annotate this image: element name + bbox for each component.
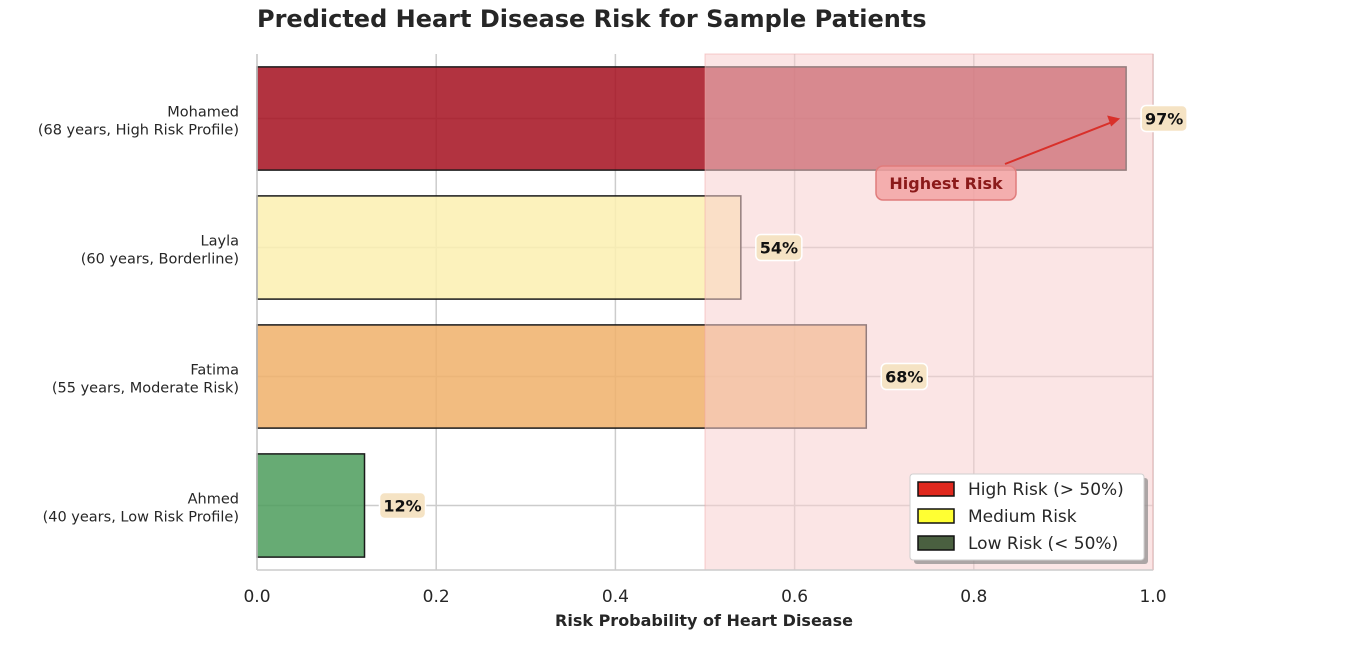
legend-frame	[909, 473, 1145, 561]
category-label-name: Mohamed	[167, 105, 239, 121]
data-label-box	[880, 362, 929, 391]
x-tick-label: 0.2	[423, 587, 450, 607]
data-label-box	[755, 233, 803, 262]
category-label-detail: (40 years, Low Risk Profile)	[43, 510, 239, 526]
category-label-detail: (68 years, High Risk Profile)	[38, 123, 239, 139]
legend-swatch	[917, 535, 955, 551]
x-tick-label: 0.6	[781, 587, 808, 607]
chart-title: Predicted Heart Disease Risk for Sample …	[257, 5, 927, 33]
legend: High Risk (> 50%) Medium Risk Low Risk (< …	[909, 473, 1148, 564]
legend-swatch	[917, 508, 955, 524]
annotation-arrowhead	[1107, 115, 1121, 127]
annotation-box	[875, 165, 1017, 201]
legend-label: Medium Risk	[968, 507, 1077, 527]
legend-swatch	[917, 481, 955, 497]
x-tick-label: 0.0	[243, 587, 270, 607]
x-tick-label: 1.0	[1139, 587, 1166, 607]
x-tick-label: 0.4	[602, 587, 629, 607]
data-label: 97%	[1145, 110, 1183, 129]
category-label-name: Fatima	[190, 363, 239, 379]
bar-ahmed	[256, 453, 366, 558]
data-label: 54%	[760, 239, 798, 258]
data-label-box	[1140, 104, 1188, 133]
bar-layla	[256, 195, 742, 300]
legend-label: High Risk (> 50%)	[968, 480, 1124, 500]
annotation-arrow	[1004, 119, 1117, 165]
x-axis-label: Risk Probability of Heart Disease	[555, 611, 853, 630]
x-tick-label: 0.8	[960, 587, 987, 607]
annotation-text: Highest Risk	[889, 174, 1003, 193]
legend-label: Low Risk (< 50%)	[968, 534, 1118, 554]
category-label-name: Ahmed	[188, 492, 239, 508]
category-label-name: Layla	[201, 234, 239, 250]
data-label: 12%	[383, 497, 421, 516]
data-label: 68%	[885, 368, 923, 387]
category-label-detail: (55 years, Moderate Risk)	[52, 381, 239, 397]
category-label-detail: (60 years, Borderline)	[81, 252, 239, 268]
data-label-box	[378, 491, 427, 520]
